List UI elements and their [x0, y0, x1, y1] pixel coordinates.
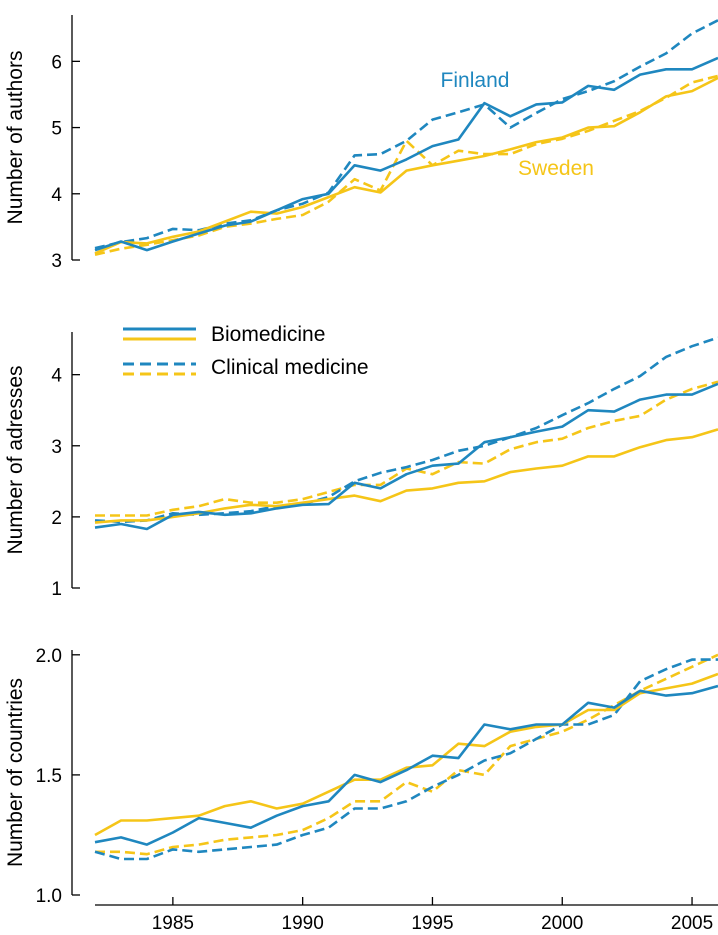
x-tick-label: 2000 [541, 913, 583, 934]
y-tick-label: 5 [51, 119, 62, 140]
x-tick-label: 1995 [411, 913, 453, 934]
series-line-finland-dashed [94, 19, 718, 250]
y-tick-label: 4 [51, 366, 62, 387]
series-line-sweden-solid [94, 672, 718, 837]
x-tick-label: 1990 [282, 913, 324, 934]
series-line-sweden-dashed [95, 380, 718, 517]
y-tick-label: 2.0 [36, 646, 62, 667]
y-tick-label: 1.0 [36, 886, 62, 907]
series-line-sweden-solid [94, 76, 718, 255]
legend: Biomedicine Clinical medicine [123, 323, 369, 379]
y-tick-label: 3 [51, 251, 62, 272]
series-line-sweden-solid [94, 428, 718, 524]
x-tick-label: 1985 [152, 913, 194, 934]
y-axis-label: Number of authors [4, 51, 27, 225]
y-axis-label: Number of adresses [4, 365, 27, 554]
y-tick-label: 4 [51, 185, 62, 206]
series-line-finland-solid [94, 684, 718, 846]
panel-3: 1.0 1.5 2.0 Number of countries 1985 1990 1995… [4, 646, 718, 934]
panel-2: 1 2 3 4 Number of adresses [4, 332, 718, 600]
y-axis-label: Number of countries [4, 678, 27, 867]
y-tick-label: 1.5 [36, 766, 62, 787]
annotation-sweden: Sweden [518, 157, 594, 180]
chart-panels: 3 4 5 6 Number of authors 1 2 3 4 Number of adres… [4, 15, 718, 934]
series-line-finland-dashed [94, 336, 718, 524]
panel-1: 3 4 5 6 Number of authors [4, 15, 718, 272]
y-tick-label: 3 [51, 437, 62, 458]
y-tick-label: 2 [51, 508, 62, 529]
series-line-finland-solid [94, 56, 718, 252]
legend-label-clinical-medicine: Clinical medicine [211, 356, 369, 379]
series-line-sweden-dashed [94, 74, 718, 256]
series-line-finland-solid [94, 382, 718, 531]
series-line-sweden-dashed [95, 653, 718, 856]
annotation-finland: Finland [441, 69, 510, 92]
series-line-finland-dashed [94, 658, 718, 861]
legend-label-biomedicine: Biomedicine [211, 323, 325, 346]
y-tick-label: 1 [51, 579, 62, 600]
x-tick-label: 2005 [671, 913, 713, 934]
y-tick-label: 6 [51, 52, 62, 73]
